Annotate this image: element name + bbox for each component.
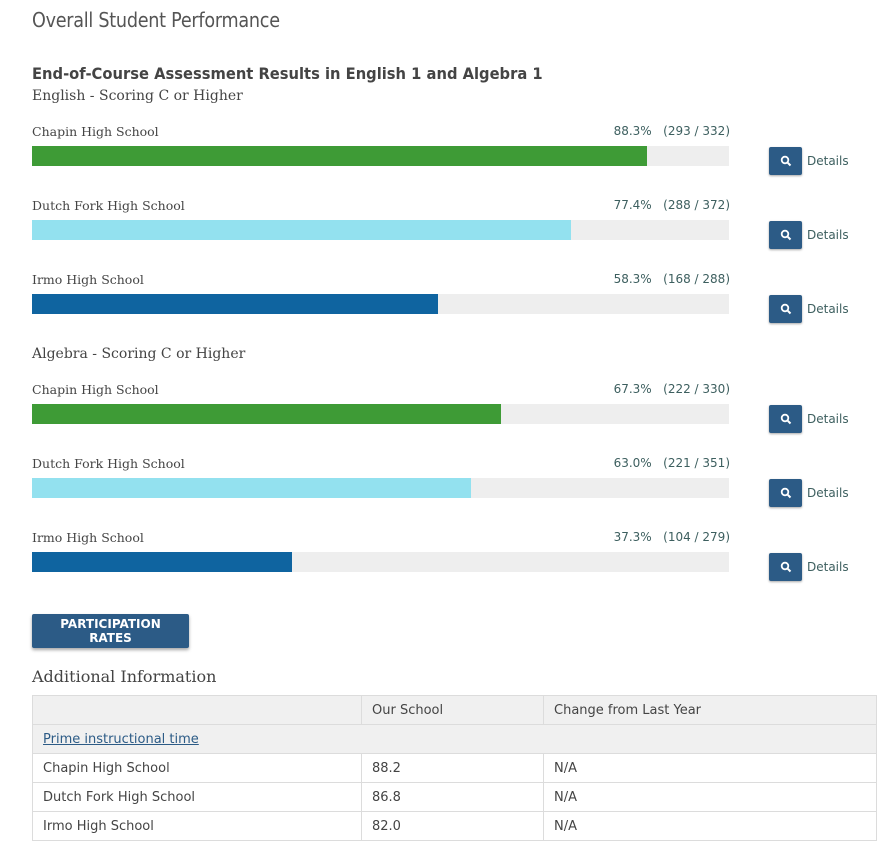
search-icon <box>780 155 791 167</box>
details-label[interactable]: Details <box>807 412 849 426</box>
group-title-english: English - Scoring C or Higher <box>32 88 243 104</box>
result-value: 77.4% (288 / 372) <box>614 198 730 212</box>
table-cell: 86.8 <box>361 782 544 812</box>
page-title: Overall Student Performance <box>32 8 280 32</box>
additional-info-table: Our School Change from Last Year Prime i… <box>32 695 877 841</box>
school-name: Irmo High School <box>32 530 144 545</box>
result-row: Dutch Fork High School 63.0% (221 / 351)… <box>32 456 862 516</box>
progress-fill <box>32 220 572 240</box>
participation-rates-button[interactable]: PARTICIPATION RATES <box>32 614 189 648</box>
result-row: Irmo High School 37.3% (104 / 279) Detai… <box>32 530 862 590</box>
result-row: Chapin High School 67.3% (222 / 330) Det… <box>32 382 862 442</box>
count-value: (168 / 288) <box>663 272 730 286</box>
progress-fill <box>32 478 472 498</box>
table-cell: N/A <box>543 782 877 812</box>
progress-track <box>32 478 729 498</box>
prime-instructional-time-link[interactable]: Prime instructional time <box>43 731 199 747</box>
details-link[interactable]: Details <box>769 479 849 507</box>
progress-track <box>32 294 729 314</box>
school-name: Dutch Fork High School <box>32 456 185 471</box>
table-row: Dutch Fork High School 86.8 N/A <box>32 782 877 812</box>
percent-value: 77.4% <box>613 198 652 212</box>
result-value: 88.3% (293 / 332) <box>614 124 730 138</box>
result-value: 58.3% (168 / 288) <box>614 272 730 286</box>
details-button[interactable] <box>769 479 802 507</box>
progress-track <box>32 404 729 424</box>
table-header-row: Our School Change from Last Year <box>32 695 877 725</box>
details-button[interactable] <box>769 405 802 433</box>
table-category-row: Prime instructional time <box>32 724 877 754</box>
table-cell: 82.0 <box>361 811 544 841</box>
result-value: 63.0% (221 / 351) <box>614 456 730 470</box>
school-name: Irmo High School <box>32 272 144 287</box>
group-title-algebra: Algebra - Scoring C or Higher <box>32 346 246 362</box>
details-label[interactable]: Details <box>807 154 849 168</box>
count-value: (104 / 279) <box>663 530 730 544</box>
details-link[interactable]: Details <box>769 553 849 581</box>
percent-value: 58.3% <box>613 272 652 286</box>
result-row: Chapin High School 88.3% (293 / 332) Det… <box>32 124 862 184</box>
section-title: End-of-Course Assessment Results in Engl… <box>32 64 543 83</box>
details-button[interactable] <box>769 147 802 175</box>
search-icon <box>780 303 791 315</box>
progress-fill <box>32 404 502 424</box>
table-row: Chapin High School 88.2 N/A <box>32 753 877 783</box>
table-cell: Irmo High School <box>32 811 362 841</box>
details-button[interactable] <box>769 553 802 581</box>
count-value: (288 / 372) <box>663 198 730 212</box>
percent-value: 88.3% <box>613 124 652 138</box>
table-header <box>32 695 362 725</box>
search-icon <box>780 487 791 499</box>
details-link[interactable]: Details <box>769 405 849 433</box>
percent-value: 37.3% <box>613 530 652 544</box>
details-link[interactable]: Details <box>769 147 849 175</box>
search-icon <box>780 413 791 425</box>
progress-fill <box>32 294 439 314</box>
school-name: Chapin High School <box>32 382 159 397</box>
percent-value: 63.0% <box>613 456 652 470</box>
table-cell: Chapin High School <box>32 753 362 783</box>
details-button[interactable] <box>769 295 802 323</box>
details-link[interactable]: Details <box>769 295 849 323</box>
school-name: Chapin High School <box>32 124 159 139</box>
details-button[interactable] <box>769 221 802 249</box>
details-label[interactable]: Details <box>807 560 849 574</box>
details-label[interactable]: Details <box>807 228 849 242</box>
count-value: (222 / 330) <box>663 382 730 396</box>
table-cell: Dutch Fork High School <box>32 782 362 812</box>
result-value: 37.3% (104 / 279) <box>614 530 730 544</box>
count-value: (221 / 351) <box>663 456 730 470</box>
progress-track <box>32 146 729 166</box>
details-link[interactable]: Details <box>769 221 849 249</box>
additional-info-title: Additional Information <box>32 667 217 686</box>
details-label[interactable]: Details <box>807 302 849 316</box>
progress-fill <box>32 146 648 166</box>
details-label[interactable]: Details <box>807 486 849 500</box>
table-cell: 88.2 <box>361 753 544 783</box>
search-icon <box>780 561 791 573</box>
result-row: Irmo High School 58.3% (168 / 288) Detai… <box>32 272 862 332</box>
progress-track <box>32 552 729 572</box>
table-cell: N/A <box>543 811 877 841</box>
table-header: Our School <box>361 695 544 725</box>
result-value: 67.3% (222 / 330) <box>614 382 730 396</box>
table-header: Change from Last Year <box>543 695 877 725</box>
progress-fill <box>32 552 292 572</box>
percent-value: 67.3% <box>613 382 652 396</box>
table-row: Irmo High School 82.0 N/A <box>32 811 877 841</box>
school-name: Dutch Fork High School <box>32 198 185 213</box>
result-row: Dutch Fork High School 77.4% (288 / 372)… <box>32 198 862 258</box>
search-icon <box>780 229 791 241</box>
table-cell: N/A <box>543 753 877 783</box>
progress-track <box>32 220 729 240</box>
count-value: (293 / 332) <box>663 124 730 138</box>
